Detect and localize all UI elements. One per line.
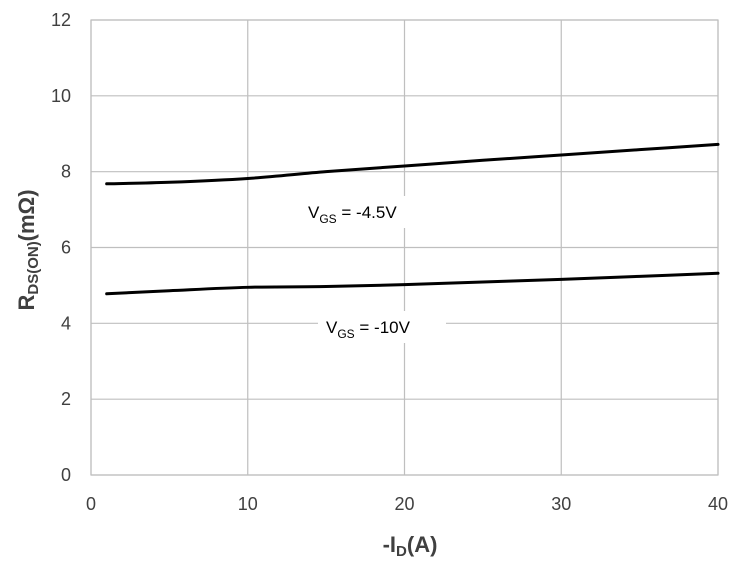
y-tick-label: 10 <box>51 86 71 106</box>
x-axis-title: -ID(A) <box>383 532 438 560</box>
x-tick-label: 20 <box>394 494 414 514</box>
series-label-text: VGS = -10V <box>326 318 411 341</box>
series-label-bg <box>318 311 446 343</box>
plot-frame <box>90 19 719 476</box>
series-label-vgs-4.5v: VGS = -4.5V <box>300 196 438 228</box>
x-tick-label: 30 <box>551 494 571 514</box>
y-tick-label: 2 <box>61 389 71 409</box>
y-tick-label: 8 <box>61 162 71 182</box>
series-label-text: VGS = -4.5V <box>308 203 397 226</box>
series-layer <box>105 142 720 296</box>
y-tick-label: 12 <box>51 10 71 30</box>
y-tick-label: 6 <box>61 238 71 258</box>
series-label-bg <box>300 196 438 228</box>
grid-layer <box>90 19 719 476</box>
x-tick-label: 40 <box>708 494 728 514</box>
y-tick-label: 4 <box>61 313 71 333</box>
series-line-1 <box>105 271 720 296</box>
x-tick-label: 0 <box>86 494 96 514</box>
series-line-0 <box>105 142 720 186</box>
y-tick-label: 0 <box>61 465 71 485</box>
y-axis-title: RDS(ON)(mΩ) <box>14 189 42 310</box>
series-label-vgs-10v: VGS = -10V <box>318 311 446 343</box>
x-tick-label: 10 <box>238 494 258 514</box>
tick-labels: 0 2 4 6 8 10 12 0 10 20 30 40 <box>51 10 728 514</box>
